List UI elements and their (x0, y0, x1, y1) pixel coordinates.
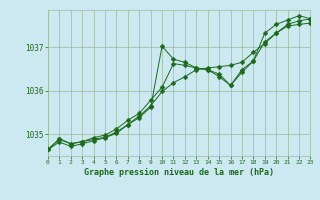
X-axis label: Graphe pression niveau de la mer (hPa): Graphe pression niveau de la mer (hPa) (84, 168, 274, 177)
